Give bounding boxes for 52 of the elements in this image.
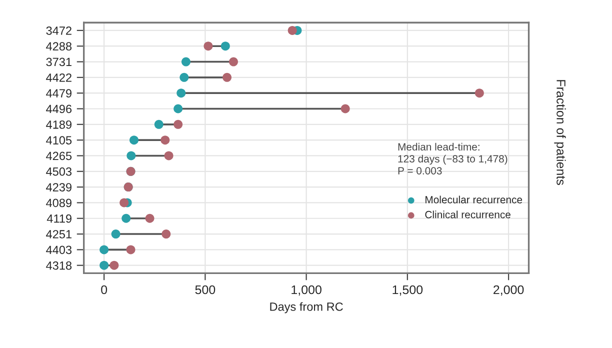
- point: [154, 120, 164, 129]
- y-tick-label: 4318: [46, 261, 72, 270]
- point: [180, 72, 189, 82]
- point: [222, 72, 232, 82]
- point: [126, 245, 136, 254]
- point: [122, 214, 131, 223]
- x-tick-label: 500: [195, 285, 216, 294]
- point: [100, 260, 109, 270]
- point: [130, 136, 138, 145]
- point: [288, 26, 297, 35]
- y-tick-label: 4288: [46, 42, 72, 51]
- annotation: Median lead-time: 123 days (−83 to 1,478) P = 0.003: [398, 142, 508, 174]
- point: [176, 88, 186, 98]
- y-tick-label: 4479: [46, 89, 72, 98]
- legend-label: Clinical recurrence: [425, 210, 510, 218]
- x-tick-label: 1,000: [292, 285, 322, 296]
- y-tick-label: 4239: [46, 183, 72, 192]
- point: [204, 42, 213, 51]
- point: [340, 104, 350, 114]
- point: [174, 120, 183, 129]
- point: [110, 260, 119, 270]
- y-tick-label: 4496: [46, 104, 72, 114]
- x-tick-label: 0: [101, 285, 108, 294]
- x-tick-label: 2,000: [494, 285, 524, 296]
- x-tick-label: 1,500: [392, 285, 423, 296]
- point: [145, 214, 154, 223]
- point: [160, 136, 170, 145]
- point: [100, 245, 109, 254]
- point: [111, 230, 120, 239]
- y-tick-label: 4105: [46, 136, 72, 144]
- y-tick-label: 4265: [46, 152, 72, 160]
- point: [220, 42, 230, 51]
- y-tick-label: 4251: [46, 230, 72, 238]
- y-tick-label: 4422: [46, 73, 72, 82]
- legend-label: Molecular recurrence: [426, 196, 522, 204]
- point: [474, 88, 484, 98]
- point: [126, 151, 136, 160]
- y-tick-label: 3472: [46, 26, 72, 35]
- y-tick-label: 4089: [46, 198, 72, 208]
- x-axis-title: Days from RC: [270, 302, 343, 314]
- point: [229, 57, 238, 66]
- y-tick-label: 4503: [46, 167, 72, 176]
- y-tick-label: 4119: [46, 214, 72, 223]
- y2-axis-title: Fraction of patients: [554, 80, 566, 185]
- y-tick-label: 4403: [46, 246, 72, 254]
- y-tick-label: 3731: [46, 58, 72, 66]
- point: [181, 57, 190, 66]
- point: [162, 230, 171, 239]
- point: [120, 198, 129, 208]
- point: [164, 151, 174, 160]
- point: [174, 104, 183, 114]
- y-tick-label: 4189: [46, 120, 72, 129]
